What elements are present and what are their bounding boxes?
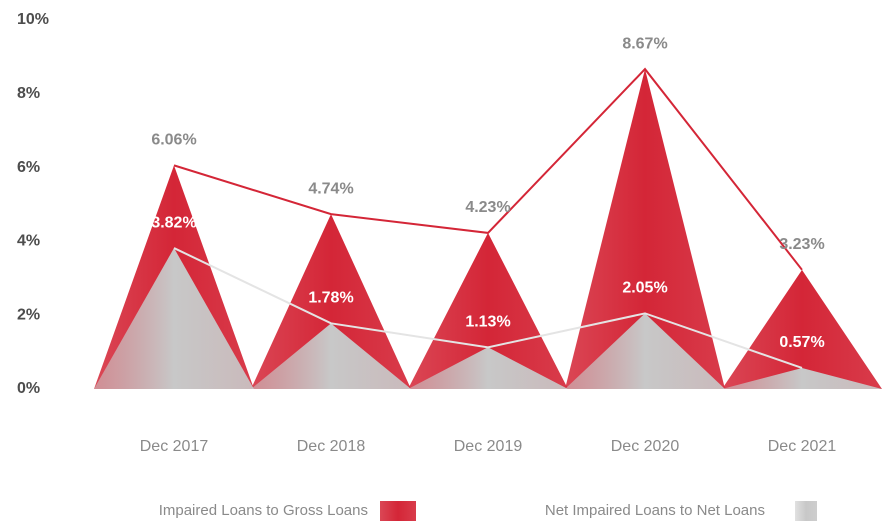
y-tick-label: 4% bbox=[17, 233, 40, 250]
y-tick-label: 0% bbox=[17, 380, 40, 397]
data-label: 6.06% bbox=[151, 132, 196, 149]
y-tick-label: 2% bbox=[17, 306, 40, 323]
spike-bar bbox=[251, 323, 411, 389]
peak-line bbox=[173, 67, 803, 271]
data-label: 1.13% bbox=[465, 314, 510, 331]
data-label: 3.82% bbox=[151, 214, 196, 231]
spike-bar bbox=[565, 313, 725, 389]
x-tick-label: Dec 2018 bbox=[297, 438, 366, 455]
x-tick-label: Dec 2019 bbox=[454, 438, 523, 455]
spike-bar bbox=[565, 69, 725, 390]
y-tick-label: 10% bbox=[17, 11, 49, 28]
data-label: 0.57% bbox=[779, 334, 824, 351]
data-label: 8.67% bbox=[622, 35, 667, 52]
data-label: 1.78% bbox=[308, 290, 353, 307]
y-tick-label: 8% bbox=[17, 85, 40, 102]
data-label: 2.05% bbox=[622, 280, 667, 297]
spike-bar bbox=[722, 269, 882, 389]
x-tick-label: Dec 2020 bbox=[611, 438, 680, 455]
legend-swatch bbox=[795, 501, 817, 521]
spike-bar bbox=[408, 347, 568, 389]
y-tick-label: 6% bbox=[17, 159, 40, 176]
spike-bar bbox=[94, 248, 254, 389]
legend-label: Net Impaired Loans to Net Loans bbox=[545, 502, 765, 519]
spike-bar bbox=[251, 214, 411, 389]
data-label: 3.23% bbox=[779, 236, 824, 253]
data-label: 4.23% bbox=[465, 199, 510, 216]
spike-bar bbox=[408, 232, 568, 389]
peak-line bbox=[173, 247, 803, 369]
x-tick-label: Dec 2017 bbox=[140, 438, 209, 455]
spike-bar bbox=[722, 367, 882, 389]
legend-label: Impaired Loans to Gross Loans bbox=[159, 502, 368, 519]
x-tick-label: Dec 2021 bbox=[768, 438, 837, 455]
legend-swatch bbox=[380, 501, 416, 521]
data-label: 4.74% bbox=[308, 180, 353, 197]
